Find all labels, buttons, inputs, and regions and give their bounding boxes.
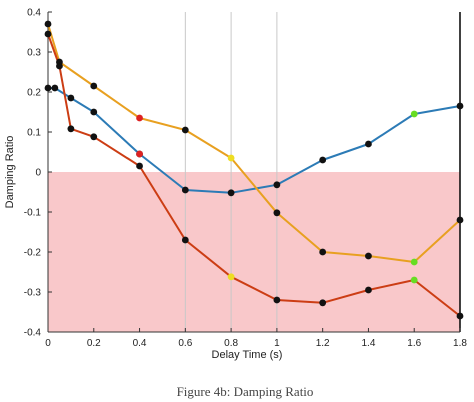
x-axis-label: Delay Time (s) [212,349,283,361]
y-tick-label: 0.2 [27,88,41,99]
highlight-point [136,150,143,158]
data-point [44,30,52,38]
data-point [181,186,189,194]
x-tick-label: 1.4 [361,338,375,349]
data-point [273,296,281,304]
series-line-3 [47,33,461,317]
data-point [51,84,59,92]
data-point [90,82,98,90]
data-point [90,133,98,141]
y-axis-label: Damping Ratio [4,136,16,209]
data-point [136,162,143,170]
data-point [319,248,327,256]
y-tick-label: 0 [35,168,41,179]
data-point [136,114,143,122]
x-tick-label: 0 [45,338,51,349]
x-tick-label: 0.8 [224,338,238,349]
y-tick-label: 0.3 [27,48,41,59]
data-point [319,299,327,307]
y-tick-label: -0.4 [24,328,42,339]
y-tick-label: -0.1 [24,208,42,219]
y-tick-label: 0.4 [27,8,41,19]
data-point [365,252,372,260]
negative-damping-region [48,172,460,332]
data-point [273,209,281,217]
data-markers [44,20,464,320]
data-point [227,273,235,281]
x-tick-label: 0.6 [178,338,192,349]
data-point [227,154,235,162]
data-point [90,108,98,116]
data-point [56,62,63,70]
data-point [456,312,464,320]
x-tick-label: 1 [274,338,280,349]
y-tick-labels: 0.4 0.3 0.2 0.1 0 -0.1 -0.2 -0.3 -0.4 [24,8,52,339]
x-tick-label: 1.2 [316,338,330,349]
data-point [181,126,189,134]
data-point [273,181,281,189]
data-point [319,156,327,164]
x-tick-labels: 0 0.2 0.4 0.6 0.8 1 1.2 1.4 1.6 1.8 [45,328,467,349]
x-tick-label: 1.6 [407,338,421,349]
x-tick-label: 1.8 [453,338,467,349]
data-point [44,84,52,92]
figure-caption: Figure 4b: Damping Ratio [177,384,314,399]
data-point [410,258,418,266]
data-point [365,140,372,148]
data-point [410,110,418,118]
y-tick-label: -0.3 [24,288,42,299]
y-tick-label: -0.2 [24,248,42,259]
data-point [456,102,464,110]
data-point [67,94,75,102]
data-point [365,286,372,294]
data-point [227,189,235,197]
data-point [67,125,75,133]
x-tick-label: 0.4 [133,338,147,349]
x-tick-label: 0.2 [87,338,101,349]
data-point [44,20,52,28]
data-point [456,216,464,224]
y-tick-label: 0.1 [27,128,41,139]
shaded-region [48,172,460,332]
data-point [181,236,189,244]
data-point [410,276,418,284]
